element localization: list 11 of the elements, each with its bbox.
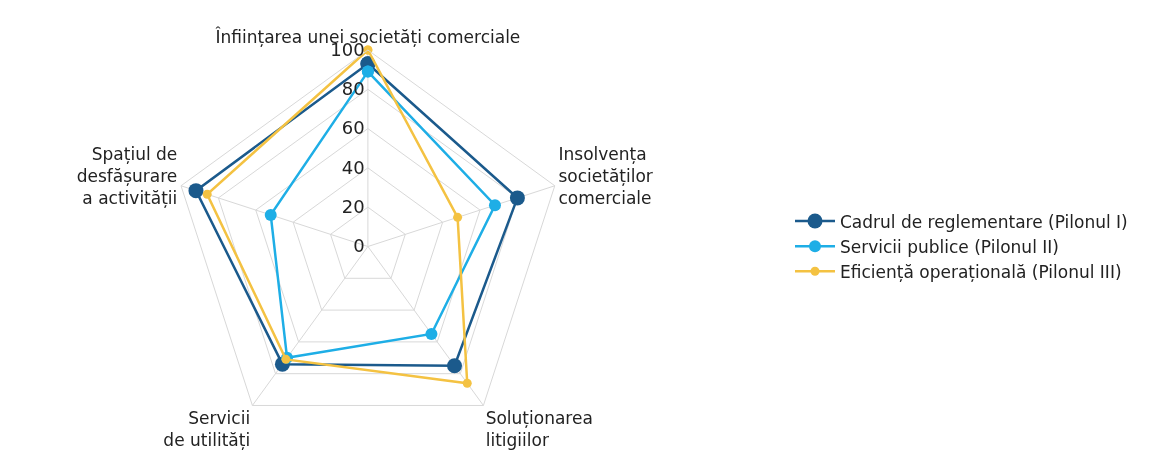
spoke-label: Soluționarea litigiilor: [485, 407, 593, 450]
legend-label: Eficiență operațională (Pilonul III): [840, 261, 1122, 282]
y-tick-label: 20: [341, 196, 365, 218]
y-tick-label: 60: [341, 117, 365, 139]
spoke-label: Servicii de utilități: [163, 407, 251, 450]
legend-label: Servicii publice (Pilonul II): [840, 236, 1059, 257]
spoke-label: Spațiul de desfășurare a activității: [76, 144, 178, 209]
y-tick-label: 0: [353, 235, 365, 257]
spoke-label: Insolvența societăților comerciale: [558, 144, 653, 209]
legend-label: Cadrul de reglementare (Pilonul I): [840, 211, 1128, 232]
y-tick-label: 40: [341, 156, 365, 178]
